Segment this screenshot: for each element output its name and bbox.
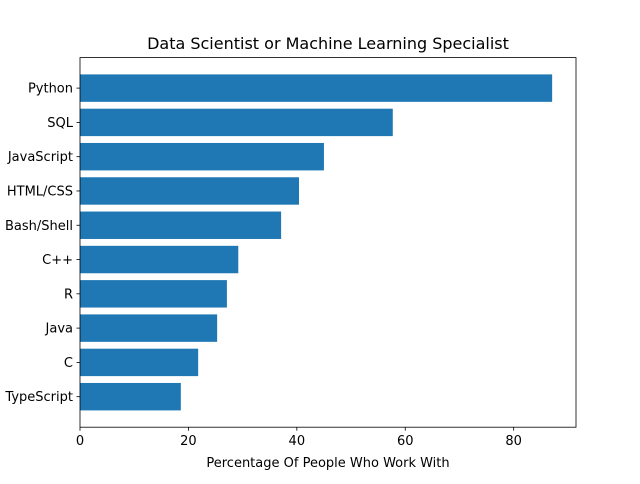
chart-title: Data Scientist or Machine Learning Speci… xyxy=(147,34,509,53)
bar-c xyxy=(80,348,199,377)
x-tick-label: 0 xyxy=(76,434,84,449)
x-tick-label: 20 xyxy=(180,434,197,449)
y-tick-label: SQL xyxy=(47,116,73,131)
y-tick-label: R xyxy=(64,287,73,302)
bar-javascript xyxy=(80,142,324,171)
x-tick-label: 80 xyxy=(505,434,522,449)
bar-java xyxy=(80,314,218,342)
y-tick-label: Python xyxy=(28,82,73,97)
y-tick-label: C++ xyxy=(42,253,73,268)
y-tick-label: HTML/CSS xyxy=(7,184,73,199)
y-tick-label: Java xyxy=(45,322,73,337)
axes-frame xyxy=(79,57,577,428)
y-tick-label: C xyxy=(64,356,73,371)
bar-c- xyxy=(80,245,239,274)
bar-r xyxy=(80,280,227,308)
bar-bash-shell xyxy=(80,211,282,239)
bar-python xyxy=(80,74,553,102)
x-tick-label: 40 xyxy=(289,434,306,449)
bar-html-css xyxy=(80,177,299,205)
y-tick-label: Bash/Shell xyxy=(5,219,73,234)
bar-typescript xyxy=(80,382,181,411)
x-axis-label: Percentage Of People Who Work With xyxy=(206,456,449,471)
bar-sql xyxy=(80,108,393,137)
y-tick-label: JavaScript xyxy=(7,150,73,165)
y-tick-label: TypeScript xyxy=(4,390,73,405)
x-tick-label: 60 xyxy=(397,434,414,449)
